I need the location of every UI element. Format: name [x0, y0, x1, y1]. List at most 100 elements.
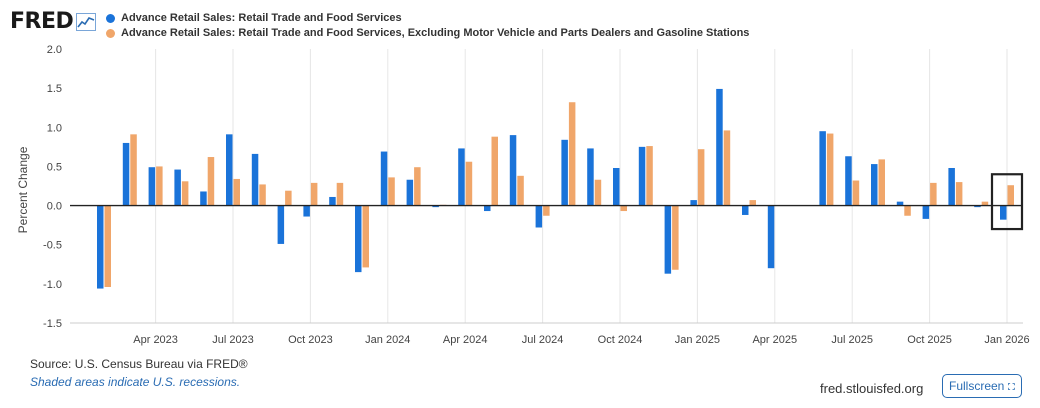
x-tick-label: Jan 2024: [365, 334, 410, 346]
x-tick-label: Jan 2025: [675, 334, 720, 346]
bar-series2: [362, 205, 369, 268]
bar-series1: [638, 146, 646, 206]
bar-series2: [955, 182, 963, 206]
bar-series1: [587, 148, 594, 206]
bar-series1: [226, 134, 233, 206]
fred-site-link[interactable]: fred.stlouisfed.org: [820, 381, 924, 396]
legend-label-series1: Advance Retail Sales: Retail Trade and F…: [121, 12, 402, 24]
bar-series1: [97, 205, 104, 289]
x-tick-label: Jul 2024: [522, 334, 564, 346]
bar-series1: [613, 167, 620, 206]
bar-series2: [620, 205, 627, 212]
bar-series2: [568, 102, 576, 206]
chart-line-icon: [76, 12, 97, 31]
fred-logo[interactable]: FRED: [10, 9, 97, 34]
bar-series1: [458, 148, 465, 206]
bar-series2: [723, 130, 731, 206]
x-tick-label: Oct 2024: [598, 334, 643, 346]
y-tick-label: -1.5: [43, 318, 62, 330]
bar-series2: [878, 159, 885, 206]
bar-series2: [130, 134, 137, 206]
bar-series2: [697, 149, 705, 206]
fullscreen-label: Fullscreen: [949, 379, 1005, 393]
chart-legend: Advance Retail Sales: Retail Trade and F…: [106, 11, 749, 41]
bar-series2: [465, 161, 473, 206]
bar-series1: [148, 167, 156, 206]
bar-series1: [948, 167, 955, 206]
bar-series1: [871, 164, 878, 206]
bar-series1: [767, 205, 775, 269]
bar-series2: [543, 205, 550, 216]
bar-series2: [388, 177, 395, 206]
bar-series2: [156, 166, 163, 206]
bar-series2: [852, 180, 860, 206]
legend-item-series1[interactable]: Advance Retail Sales: Retail Trade and F…: [106, 11, 749, 26]
fred-logo-text: FRED: [10, 9, 74, 34]
legend-dot-series1: [106, 14, 115, 23]
bar-series2: [981, 201, 989, 206]
bar-series2: [826, 133, 834, 206]
y-tick-label: -1.0: [43, 279, 62, 291]
bar-series2: [672, 205, 679, 270]
bar-series2: [207, 157, 215, 206]
y-tick-label: 0.5: [47, 161, 62, 173]
bar-series2: [904, 205, 911, 216]
bar-series2: [259, 184, 266, 206]
highlight-box: [990, 173, 1024, 231]
x-tick-label: Jan 2026: [984, 334, 1029, 346]
bar-series1: [974, 205, 981, 208]
bar-series1: [922, 205, 930, 219]
bar-series1: [200, 191, 207, 206]
bar-series1: [716, 88, 723, 206]
bar-series2: [285, 190, 292, 206]
x-tick-label: Oct 2025: [907, 334, 952, 346]
source-note: Source: U.S. Census Bureau via FRED®: [30, 357, 248, 371]
x-tick-label: Apr 2024: [443, 334, 488, 346]
bar-series1: [432, 205, 439, 208]
bar-series1: [122, 142, 130, 206]
y-tick-label: 2.0: [47, 44, 62, 56]
bar-series2: [336, 182, 344, 206]
bar-series2: [233, 178, 240, 206]
bar-series2: [646, 146, 653, 206]
bar-series1: [845, 156, 852, 206]
bar-series1: [277, 205, 285, 244]
bar-series1: [355, 205, 362, 273]
bar-series2: [310, 182, 318, 206]
chart-area: 2.0 1.5 1.0 0.5 0.0 -0.5 -1.0 -1.5 Percent Chang…: [16, 44, 1030, 346]
bar-series1: [509, 135, 517, 206]
bar-series1: [742, 205, 749, 215]
x-tick-label: Jul 2023: [212, 334, 254, 346]
y-tick-label: 1.0: [47, 122, 62, 134]
fullscreen-button[interactable]: Fullscreen: [942, 374, 1022, 398]
bar-series2: [517, 175, 524, 206]
legend-dot-series2: [106, 29, 115, 38]
bar-series1: [561, 139, 568, 206]
bar-series1: [896, 201, 904, 206]
bar-series2: [104, 205, 111, 287]
bar-series1: [535, 205, 543, 228]
recession-note: Shaded areas indicate U.S. recessions.: [30, 375, 241, 389]
bar-series1: [484, 205, 491, 212]
fullscreen-icon: [1008, 382, 1015, 390]
bar-series1: [1000, 205, 1007, 220]
bar-series1: [406, 179, 414, 206]
bar-series2: [594, 179, 602, 206]
x-tick-label: Apr 2023: [133, 334, 178, 346]
legend-item-series2[interactable]: Advance Retail Sales: Retail Trade and F…: [106, 26, 749, 41]
y-tick-label: 1.5: [47, 83, 62, 95]
bar-series2: [491, 136, 498, 206]
bar-series2: [930, 182, 937, 206]
bar-series2: [181, 181, 189, 206]
bar-series1: [380, 151, 388, 206]
bar-series2: [1007, 185, 1014, 206]
x-tick-label: Jul 2025: [831, 334, 873, 346]
y-tick-label: -0.5: [43, 240, 62, 252]
y-axis-label: Percent Change: [16, 146, 30, 233]
x-tick-label: Apr 2025: [752, 334, 797, 346]
bar-series1: [251, 153, 259, 206]
bar-series1: [690, 200, 697, 206]
x-tick-label: Oct 2023: [288, 334, 333, 346]
legend-label-series2: Advance Retail Sales: Retail Trade and F…: [121, 27, 750, 39]
bar-series1: [664, 205, 672, 274]
